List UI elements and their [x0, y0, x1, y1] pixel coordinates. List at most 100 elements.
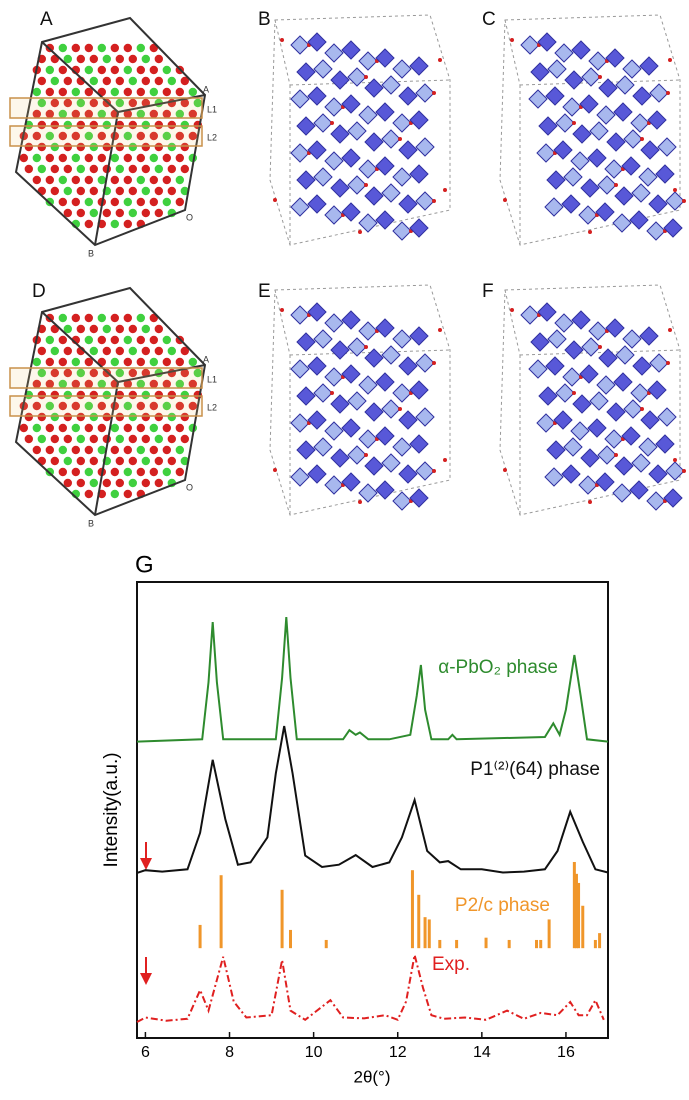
cell-edge	[274, 19, 291, 86]
atom	[58, 197, 68, 207]
atom	[162, 379, 172, 389]
atom	[97, 379, 107, 389]
atom	[84, 87, 94, 97]
atom	[45, 109, 55, 119]
atom	[149, 131, 159, 141]
atom	[50, 346, 60, 356]
atom	[37, 164, 47, 174]
atom	[110, 467, 120, 477]
atom	[123, 43, 133, 53]
octahedron	[605, 48, 625, 68]
atom	[84, 313, 94, 323]
octahedron	[307, 140, 327, 160]
atom	[149, 467, 159, 477]
octahedron	[545, 356, 565, 376]
atom	[123, 335, 133, 345]
atom	[128, 346, 138, 356]
octahedron	[563, 167, 583, 187]
axis-letter: O	[186, 212, 193, 222]
atom	[32, 357, 42, 367]
atom	[136, 153, 146, 163]
octahedron	[578, 475, 598, 495]
octahedron	[520, 305, 540, 325]
atom	[188, 379, 198, 389]
octahedron	[632, 86, 652, 106]
atom	[180, 390, 190, 400]
octahedron	[409, 56, 429, 76]
atom	[102, 478, 112, 488]
octahedron	[307, 32, 327, 52]
atom	[180, 346, 190, 356]
octahedron	[554, 43, 574, 63]
octahedron	[605, 318, 625, 338]
atom	[97, 335, 107, 345]
atom	[50, 456, 60, 466]
octahedron	[324, 205, 344, 225]
atoms	[19, 313, 203, 499]
octahedron	[392, 383, 412, 403]
octahedron	[358, 483, 378, 503]
atom	[162, 131, 172, 141]
octahedron	[415, 407, 435, 427]
octahedron	[398, 194, 418, 214]
atom	[19, 423, 29, 433]
atom	[123, 109, 133, 119]
atom	[102, 76, 112, 86]
atom	[162, 357, 172, 367]
octahedron	[530, 62, 550, 82]
atom	[58, 357, 68, 367]
atom	[63, 324, 73, 334]
octahedron	[572, 124, 592, 144]
octahedron	[375, 156, 395, 176]
octahedron	[347, 445, 367, 465]
atom	[110, 357, 120, 367]
octahedron	[589, 391, 609, 411]
octahedron	[595, 202, 615, 222]
atom	[668, 328, 672, 332]
octahedron	[330, 340, 350, 360]
y-axis-label: Intensity(a.u.)	[101, 752, 122, 867]
cell-edge	[94, 381, 119, 516]
atom	[63, 390, 73, 400]
octahedron	[604, 159, 624, 179]
atom	[115, 208, 125, 218]
cell-outline	[14, 286, 207, 517]
atom	[97, 131, 107, 141]
octahedron	[589, 121, 609, 141]
octahedron	[578, 205, 598, 225]
atom	[175, 131, 185, 141]
atom	[110, 153, 120, 163]
panel-label: E	[258, 281, 271, 302]
atom	[58, 43, 68, 53]
stick	[598, 933, 602, 949]
atom	[598, 345, 602, 349]
atom	[128, 208, 138, 218]
axis-letter: B	[88, 518, 94, 528]
octahedron	[581, 67, 601, 87]
octahedron	[409, 434, 429, 454]
atom	[432, 91, 436, 95]
atom	[154, 186, 164, 196]
atom	[89, 54, 99, 64]
atom	[123, 197, 133, 207]
cell-edge	[504, 289, 521, 356]
octahedron	[347, 67, 367, 87]
atoms	[19, 43, 203, 229]
atom	[71, 131, 81, 141]
atom	[89, 164, 99, 174]
cell-edge	[41, 311, 119, 383]
octahedron	[631, 453, 651, 473]
atom	[19, 153, 29, 163]
atom	[63, 164, 73, 174]
octahedron	[324, 421, 344, 441]
atom	[136, 379, 146, 389]
octahedron	[313, 167, 333, 187]
atom	[180, 434, 190, 444]
atom	[76, 324, 86, 334]
atom	[364, 75, 368, 79]
atom	[149, 153, 159, 163]
atom	[180, 412, 190, 422]
atom	[58, 175, 68, 185]
octahedron	[409, 488, 429, 508]
octahedron	[621, 156, 641, 176]
